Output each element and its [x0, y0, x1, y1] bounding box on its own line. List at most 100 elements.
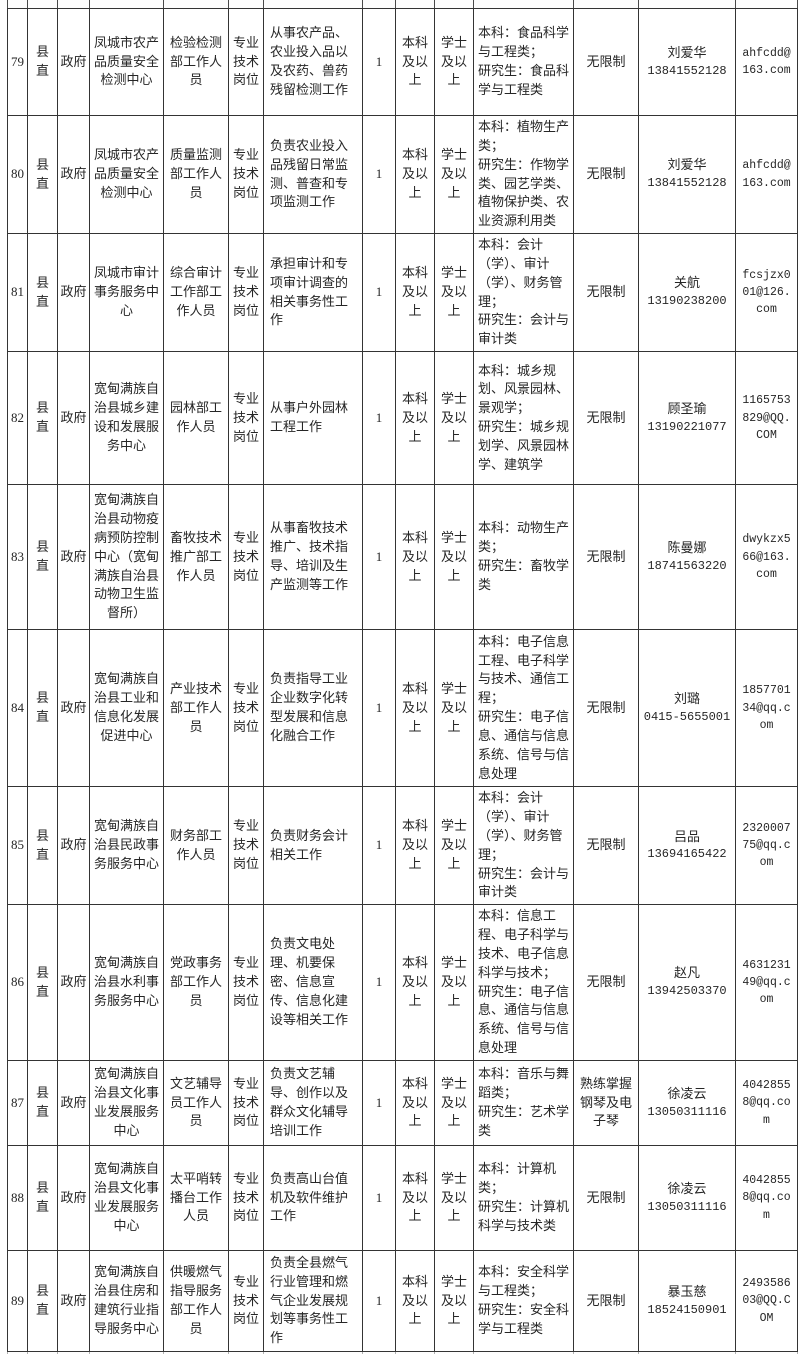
cell-degree: 学士及以上	[434, 233, 474, 353]
table-row: 89 县直 政府 宽甸满族自治县住房和建筑行业指导服务中心 供暖燃气指导服务部工作人员专…	[7, 1249, 798, 1352]
cell-unit-name: 凤城市审计事务服务中心	[89, 233, 164, 353]
table-row: 83 县直 政府 宽甸满族自治县动物疫病预防控制中心（宽甸满族自治县动物卫生监督所）畜…	[7, 484, 798, 631]
cell-major: 本科：动物生产类； 研究生：畜牧学类	[473, 484, 574, 631]
major-undergraduate-text: 本科：食品科学与工程类；	[478, 25, 570, 60]
cell-unit-name: 宽甸满族自治县文化事业发展服务中心	[89, 1144, 164, 1251]
cell-headcount: 1	[362, 114, 396, 235]
contact-name: 刘璐	[673, 691, 700, 706]
contact-name: 顾圣瑜	[667, 401, 707, 416]
cell-contact: 陈曼娜 18741563220	[638, 484, 736, 631]
cell-region: 县直	[27, 629, 58, 788]
cell-email: 232000775@qq.com	[735, 786, 798, 906]
cell-education: 本科及以上	[395, 484, 435, 631]
cell-contact: 徐凌云 13050311116	[638, 1059, 736, 1146]
cell-duties: 负责全县燃气行业管理和燃气企业发展规划等事务性工作	[263, 1249, 363, 1352]
cell-other-requirements: 无限制	[573, 1249, 639, 1352]
table-row: 85 县直 政府 宽甸满族自治县民政事务服务中心 财务部工作人员 专业技术岗位 负责财务会计…	[7, 786, 798, 906]
table-row: 82 县直 政府 宽甸满族自治县城乡建设和发展服务中心 园林部工作人员 专业技术岗位 从事户…	[7, 351, 798, 486]
cell-position-name: 太平哨转播台工作人员	[163, 1144, 229, 1251]
cell-unit-name: 凤城市农产品质量安全检测中心	[89, 8, 164, 116]
cell-authority: 政府	[57, 629, 90, 788]
major-graduate-text: 研究生：畜牧学类	[478, 558, 570, 592]
recruitment-table: 79 县直 政府 凤城市农产品质量安全检测中心 检验检测部工作人员 专业技术岗位 从事农产品…	[7, 8, 798, 1352]
cell-unit-name: 宽甸满族自治县住房和建筑行业指导服务中心	[89, 1249, 164, 1352]
major-undergraduate-text: 本科：植物生产类；	[478, 119, 570, 153]
cell-major: 本科：会计（学）、审计（学）、财务管理； 研究生：会计与审计类	[473, 233, 574, 353]
cell-degree: 学士及以上	[434, 1144, 474, 1251]
major-graduate-text: 研究生：作物学类、园艺学类、植物保护类、农业资源利用类	[478, 156, 570, 229]
major-undergraduate-text: 本科：动物生产类；	[478, 520, 570, 555]
major-undergraduate-text: 本科：计算机类；	[478, 1161, 557, 1196]
cell-contact: 关航 13190238200	[638, 233, 736, 353]
cell-row-number: 79	[7, 8, 28, 116]
cell-unit-name: 凤城市农产品质量安全检测中心	[89, 114, 164, 235]
cell-authority: 政府	[57, 351, 90, 486]
cell-duties: 从事农产品、农业投入品以及农药、兽药残留检测工作	[263, 8, 363, 116]
cell-position-type: 专业技术岗位	[228, 351, 264, 486]
cell-duties: 负责文艺辅导、创作以及群众文化辅导培训工作	[263, 1059, 363, 1146]
cell-contact: 刘爱华 13841552128	[638, 114, 736, 235]
major-graduate-text: 研究生：安全科学与工程类	[478, 1301, 570, 1336]
major-undergraduate-text: 本科：会计（学）、审计（学）、财务管理；	[478, 790, 563, 862]
table-row: 79 县直 政府 凤城市农产品质量安全检测中心 检验检测部工作人员 专业技术岗位 从事农产品…	[7, 8, 798, 116]
cell-contact: 顾圣瑜 13190221077	[638, 351, 736, 486]
cell-row-number: 80	[7, 114, 28, 235]
cell-major: 本科：植物生产类； 研究生：作物学类、园艺学类、植物保护类、农业资源利用类	[473, 114, 574, 235]
cell-duties: 从事畜牧技术推广、技术指导、培训及生产监测等工作	[263, 484, 363, 631]
cell-position-type: 专业技术岗位	[228, 1249, 264, 1352]
major-undergraduate-text: 本科：电子信息工程、电子科学与技术、通信工程；	[478, 633, 570, 706]
table-row: 87 县直 政府 宽甸满族自治县文化事业发展服务中心 文艺辅导员工作人员 专业技术岗位 负责…	[7, 1059, 798, 1146]
cell-other-requirements: 无限制	[573, 629, 639, 788]
cell-education: 本科及以上	[395, 786, 435, 906]
cell-row-number: 87	[7, 1059, 28, 1146]
cell-headcount: 1	[362, 1059, 396, 1146]
contact-phone: 13050311116	[647, 1199, 727, 1214]
cell-authority: 政府	[57, 233, 90, 353]
cell-major: 本科：城乡规划、风景园林、景观学； 研究生：城乡规划学、风景园林学、建筑学	[473, 351, 574, 486]
cell-duties: 负责文电处理、机要保密、信息宣传、信息化建设等相关工作	[263, 904, 363, 1061]
cell-row-number: 89	[7, 1249, 28, 1352]
cell-email: ahfcdd@163.com	[735, 114, 798, 235]
cell-region: 县直	[27, 233, 58, 353]
cell-education: 本科及以上	[395, 1249, 435, 1352]
cell-other-requirements: 无限制	[573, 484, 639, 631]
cell-degree: 学士及以上	[434, 629, 474, 788]
cell-position-type: 专业技术岗位	[228, 1059, 264, 1146]
cell-position-name: 党政事务部工作人员	[163, 904, 229, 1061]
cell-education: 本科及以上	[395, 1059, 435, 1146]
cell-contact: 吕品 13694165422	[638, 786, 736, 906]
cell-other-requirements: 无限制	[573, 8, 639, 116]
contact-phone: 13694165422	[647, 847, 727, 862]
cell-headcount: 1	[362, 8, 396, 116]
cell-other-requirements: 熟练掌握钢琴及电子琴	[573, 1059, 639, 1146]
cell-major: 本科：音乐与舞蹈类； 研究生：艺术学类	[473, 1059, 574, 1146]
cell-position-name: 质量监测部工作人员	[163, 114, 229, 235]
cell-duties: 负责农业投入品残留日常监测、普查和专项监测工作	[263, 114, 363, 235]
cell-row-number: 84	[7, 629, 28, 788]
cell-major: 本科：会计（学）、审计（学）、财务管理； 研究生：会计与审计类	[473, 786, 574, 906]
cell-region: 县直	[27, 351, 58, 486]
contact-name: 吕品	[673, 828, 700, 844]
major-undergraduate-text: 本科：信息工程、电子科学与技术、电子信息科学与技术；	[478, 908, 570, 980]
cell-authority: 政府	[57, 1059, 90, 1146]
cell-unit-name: 宽甸满族自治县工业和信息化发展促进中心	[89, 629, 164, 788]
cell-duties: 负责高山台值机及软件维护工作	[263, 1144, 363, 1251]
cell-row-number: 81	[7, 233, 28, 353]
cell-email: 40428558@qq.com	[735, 1144, 798, 1251]
contact-name: 暴玉慈	[667, 1283, 707, 1299]
cell-education: 本科及以上	[395, 629, 435, 788]
contact-phone: 0415-5655001	[643, 709, 731, 724]
cell-email: 185770134@qq.com	[735, 629, 798, 788]
cell-headcount: 1	[362, 904, 396, 1061]
cell-education: 本科及以上	[395, 1144, 435, 1251]
cell-region: 县直	[27, 1059, 58, 1146]
major-graduate-text: 研究生：电子信息、通信与信息系统、信号与信息处理	[478, 709, 570, 781]
contact-phone: 18741563220	[647, 558, 727, 573]
cell-email: ahfcdd@163.com	[735, 8, 798, 116]
cell-position-type: 专业技术岗位	[228, 233, 264, 353]
cell-headcount: 1	[362, 786, 396, 906]
cell-email: 40428558@qq.com	[735, 1059, 798, 1146]
cell-position-type: 专业技术岗位	[228, 484, 264, 631]
cell-position-name: 供暖燃气指导服务部工作人员	[163, 1249, 229, 1352]
cell-duties: 从事户外园林工程工作	[263, 351, 363, 486]
